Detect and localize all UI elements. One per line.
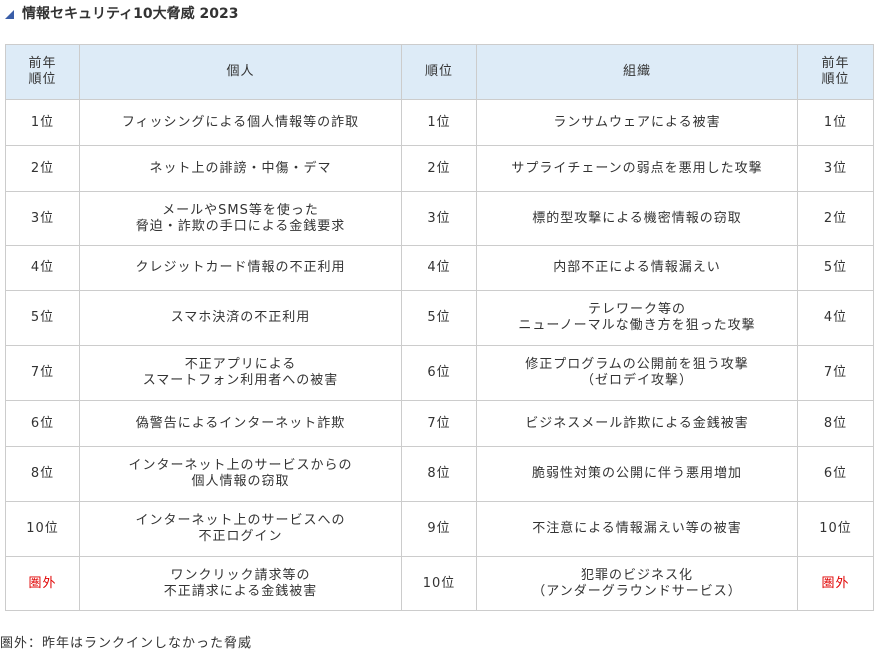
table-row: 5位 スマホ決済の不正利用 5位 テレワーク等の ニューノーマルな働き方を狙った攻撃 4… [5,290,874,346]
org-threat: 修正プログラムの公開前を狙う攻撃 （ゼロデイ攻撃） [476,345,798,401]
org-threat: テレワーク等の ニューノーマルな働き方を狙った攻撃 [476,290,798,346]
personal-threat: ワンクリック請求等の 不正請求による金銭被害 [79,556,402,611]
title-text: 情報セキュリティ10大脅威 2023 [22,6,239,22]
org-threat: ビジネスメール詐欺による金銭被害 [476,400,798,447]
personal-prev-rank: 10位 [5,501,80,557]
table-row: 6位 偽警告によるインターネット詐欺 7位 ビジネスメール詐欺による金銭被害 8位 [5,400,874,447]
org-prev-rank: 7位 [797,345,874,401]
rank: 7位 [401,400,477,447]
org-prev-rank: 3位 [797,145,874,192]
threat-ranking-table: 前年 順位 個人 順位 組織 前年 順位 1位 フィッシングによる個人情報等の詐取… [5,44,874,611]
org-threat: 内部不正による情報漏えい [476,245,798,291]
personal-threat: 偽警告によるインターネット詐欺 [79,400,402,447]
rank: 1位 [401,99,477,146]
org-threat: ランサムウェアによる被害 [476,99,798,146]
page-title: 情報セキュリティ10大脅威 2023 [5,3,238,23]
table-row: 10位 インターネット上のサービスへの 不正ログイン 9位 不注意による情報漏えい等の… [5,501,874,557]
org-prev-rank: 8位 [797,400,874,447]
personal-prev-rank: 4位 [5,245,80,291]
header-org: 組織 [476,44,798,100]
personal-threat: メールやSMS等を使った 脅迫・詐欺の手口による金銭要求 [79,191,402,246]
org-prev-rank: 10位 [797,501,874,557]
personal-threat: ネット上の誹謗・中傷・デマ [79,145,402,192]
org-prev-rank: 2位 [797,191,874,246]
personal-threat: インターネット上のサービスからの 個人情報の窃取 [79,446,402,502]
rank: 10位 [401,556,477,611]
footnote: 圏外：昨年はランクインしなかった脅威 [0,636,253,651]
table-row: 3位 メールやSMS等を使った 脅迫・詐欺の手口による金銭要求 3位 標的型攻撃による… [5,191,874,246]
org-prev-rank: 1位 [797,99,874,146]
personal-prev-rank: 7位 [5,345,80,401]
rank: 2位 [401,145,477,192]
table-row: 4位 クレジットカード情報の不正利用 4位 内部不正による情報漏えい 5位 [5,245,874,291]
table-row: 7位 不正アプリによる スマートフォン利用者への被害 6位 修正プログラムの公開前を狙… [5,345,874,401]
org-threat: 犯罪のビジネス化 （アンダーグラウンドサービス） [476,556,798,611]
org-threat: 不注意による情報漏えい等の被害 [476,501,798,557]
header-prev-rank: 前年 順位 [5,44,80,100]
org-prev-rank: 6位 [797,446,874,502]
personal-prev-rank: 5位 [5,290,80,346]
table-row: 8位 インターネット上のサービスからの 個人情報の窃取 8位 脆弱性対策の公開に伴う悪… [5,446,874,502]
org-threat: サプライチェーンの弱点を悪用した攻撃 [476,145,798,192]
personal-threat: スマホ決済の不正利用 [79,290,402,346]
rank: 9位 [401,501,477,557]
triangle-marker-icon [5,9,14,19]
personal-prev-rank: 6位 [5,400,80,447]
header-prev-rank-org: 前年 順位 [797,44,874,100]
org-threat: 脆弱性対策の公開に伴う悪用増加 [476,446,798,502]
rank: 6位 [401,345,477,401]
personal-threat: 不正アプリによる スマートフォン利用者への被害 [79,345,402,401]
table-row: 圏外 ワンクリック請求等の 不正請求による金銭被害 10位 犯罪のビジネス化 （アンダ… [5,556,874,611]
header-personal: 個人 [79,44,402,100]
personal-threat: クレジットカード情報の不正利用 [79,245,402,291]
personal-prev-rank: 8位 [5,446,80,502]
table-row: 2位 ネット上の誹謗・中傷・デマ 2位 サプライチェーンの弱点を悪用した攻撃 3位 [5,145,874,192]
personal-prev-rank: 圏外 [5,556,80,611]
personal-threat: インターネット上のサービスへの 不正ログイン [79,501,402,557]
rank: 8位 [401,446,477,502]
rank: 3位 [401,191,477,246]
personal-prev-rank: 1位 [5,99,80,146]
personal-prev-rank: 2位 [5,145,80,192]
personal-prev-rank: 3位 [5,191,80,246]
org-prev-rank: 圏外 [797,556,874,611]
org-prev-rank: 5位 [797,245,874,291]
org-threat: 標的型攻撃による機密情報の窃取 [476,191,798,246]
table-row: 1位 フィッシングによる個人情報等の詐取 1位 ランサムウェアによる被害 1位 [5,99,874,146]
personal-threat: フィッシングによる個人情報等の詐取 [79,99,402,146]
header-row: 前年 順位 個人 順位 組織 前年 順位 [5,44,874,100]
header-rank: 順位 [401,44,477,100]
rank: 4位 [401,245,477,291]
rank: 5位 [401,290,477,346]
org-prev-rank: 4位 [797,290,874,346]
